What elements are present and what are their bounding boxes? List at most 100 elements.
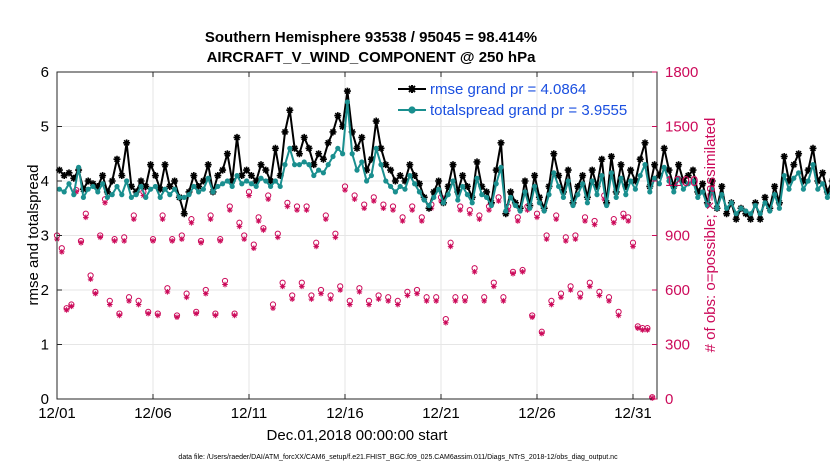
rmse-point <box>411 172 419 180</box>
obs-assimilated-point <box>169 238 175 244</box>
totalspread-point <box>296 162 302 168</box>
obs-assimilated-point <box>399 218 406 224</box>
rmse-point <box>319 155 327 163</box>
rmse-point <box>238 172 246 180</box>
totalspread-point <box>335 145 341 151</box>
rmse-point <box>257 161 265 169</box>
totalspread-point <box>119 192 125 198</box>
totalspread-point <box>488 202 494 209</box>
rmse-point <box>732 215 740 223</box>
totalspread-point <box>416 189 422 195</box>
rmse-point <box>823 188 830 196</box>
totalspread-point <box>277 183 283 190</box>
rmse-point <box>156 185 164 193</box>
obs-assimilated-point <box>423 298 430 304</box>
rmse-point <box>435 177 443 185</box>
rmse-point <box>670 182 678 190</box>
totalspread-point <box>791 175 797 181</box>
obs-assimilated-point <box>308 296 315 302</box>
totalspread-point <box>402 186 408 192</box>
x-tick-label: 12/06 <box>134 405 172 422</box>
rmse-point <box>699 180 707 188</box>
rmse-point <box>281 128 289 136</box>
rmse-point <box>214 172 222 180</box>
chart-title-line2: AIRCRAFT_V_WIND_COMPONENT @ 250 hPa <box>207 49 537 66</box>
rmse-point <box>228 177 236 185</box>
totalspread-point <box>148 186 154 192</box>
totalspread-point <box>676 175 682 181</box>
totalspread-point <box>349 151 355 157</box>
rmse-point <box>631 177 639 185</box>
y-right-tick-label: 1500 <box>665 119 698 136</box>
rmse-point <box>814 177 822 185</box>
rmse-point <box>271 144 279 152</box>
totalspread-point <box>656 181 663 187</box>
obs-assimilated-point <box>73 189 79 195</box>
rmse-point <box>723 210 731 218</box>
totalspread-point <box>407 172 413 179</box>
rmse-point <box>444 182 452 190</box>
obs-assimilated-point <box>332 234 339 241</box>
y-left-tick-label: 4 <box>41 173 49 190</box>
x-axis-ticks: 12/01 12/06 12/11 12/16 12/21 12/26 12/31 <box>38 72 652 422</box>
obs-assimilated-point <box>644 327 651 333</box>
totalspread-point <box>455 197 461 203</box>
obs-assimilated-point <box>356 289 363 295</box>
rmse-point <box>185 188 193 196</box>
totalspread-point <box>776 205 783 211</box>
obs-assimilated-point <box>452 298 459 304</box>
rmse-point <box>305 144 313 152</box>
obs-assimilated-point <box>212 312 219 319</box>
rmse-point <box>574 182 582 190</box>
rmse-point <box>497 139 505 147</box>
totalspread-point <box>95 189 101 195</box>
totalspread-point <box>263 178 269 184</box>
rmse-point <box>396 172 404 180</box>
totalspread-point <box>474 175 480 181</box>
rmse-point <box>127 182 135 190</box>
totalspread-point <box>61 189 67 195</box>
rmse-point <box>334 112 342 120</box>
rmse-point <box>391 177 399 185</box>
obs-assimilated-point <box>351 196 358 202</box>
rmse-point <box>329 128 337 136</box>
totalspread-point <box>517 208 523 214</box>
totalspread-point <box>292 162 298 168</box>
rmse-point <box>795 150 803 158</box>
totalspread-point <box>695 194 701 200</box>
obs-assimilated-point <box>529 314 535 321</box>
y-axis-left-label: rmse and totalspread <box>25 165 42 306</box>
rmse-point <box>161 161 169 169</box>
rmse-point <box>310 161 318 169</box>
obs-assimilated-point <box>524 207 531 213</box>
totalspread-point <box>647 189 653 195</box>
totalspread-point <box>450 178 456 184</box>
rmse-point <box>55 166 63 174</box>
y-axis-right-ticks: 0 300 600 900 1200 1500 1800 <box>652 64 698 408</box>
totalspread-point <box>584 200 591 206</box>
rmse-point <box>684 172 692 180</box>
totalspread-point <box>431 194 437 200</box>
rmse-point <box>291 144 299 152</box>
totalspread-point <box>124 178 130 184</box>
totalspread-point <box>133 192 139 198</box>
obs-assimilated-point <box>327 296 334 302</box>
totalspread-point <box>397 183 403 190</box>
obs-assimilated-point <box>150 238 156 244</box>
obs-assimilated-point <box>366 301 372 308</box>
rmse-point <box>401 177 409 185</box>
totalspread-point <box>210 189 216 195</box>
obs-assimilated-point <box>591 221 598 228</box>
totalspread-point <box>220 181 226 187</box>
totalspread-point <box>378 162 384 168</box>
obs-assimilated-point <box>92 290 99 297</box>
obs-assimilated-point <box>553 216 559 222</box>
obs-assimilated-point <box>179 236 185 242</box>
y-left-tick-label: 5 <box>41 119 49 136</box>
rmse-point <box>622 182 630 190</box>
rmse-point <box>627 166 635 174</box>
rmse-point <box>348 128 356 136</box>
obs-assimilated-point <box>491 283 497 290</box>
totalspread-point <box>738 205 744 211</box>
obs-assimilated-point <box>203 290 209 297</box>
